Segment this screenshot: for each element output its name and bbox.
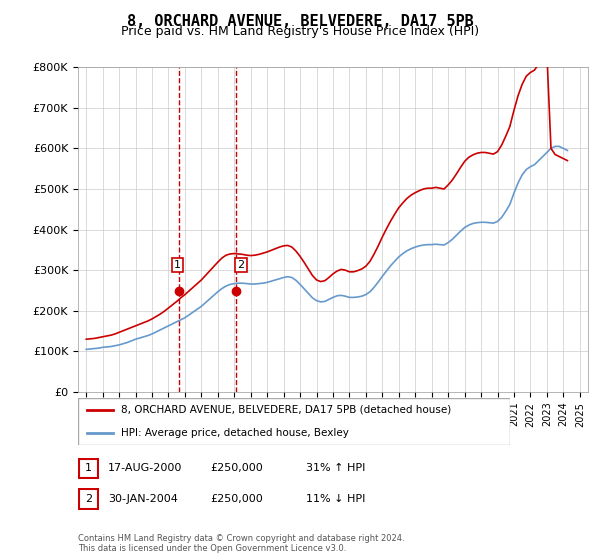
- Text: 1: 1: [85, 463, 92, 473]
- FancyBboxPatch shape: [79, 489, 98, 508]
- Text: 1: 1: [174, 260, 181, 270]
- Text: £250,000: £250,000: [210, 494, 263, 504]
- Text: 8, ORCHARD AVENUE, BELVEDERE, DA17 5PB: 8, ORCHARD AVENUE, BELVEDERE, DA17 5PB: [127, 14, 473, 29]
- Text: 2: 2: [85, 494, 92, 504]
- FancyBboxPatch shape: [79, 459, 98, 478]
- FancyBboxPatch shape: [78, 398, 510, 445]
- Text: 30-JAN-2004: 30-JAN-2004: [108, 494, 178, 504]
- Text: Price paid vs. HM Land Registry's House Price Index (HPI): Price paid vs. HM Land Registry's House …: [121, 25, 479, 38]
- Text: HPI: Average price, detached house, Bexley: HPI: Average price, detached house, Bexl…: [121, 428, 349, 438]
- Text: 11% ↓ HPI: 11% ↓ HPI: [306, 494, 365, 504]
- Text: 2: 2: [237, 260, 244, 270]
- Text: Contains HM Land Registry data © Crown copyright and database right 2024.
This d: Contains HM Land Registry data © Crown c…: [78, 534, 404, 553]
- Text: 31% ↑ HPI: 31% ↑ HPI: [306, 463, 365, 473]
- Text: 8, ORCHARD AVENUE, BELVEDERE, DA17 5PB (detached house): 8, ORCHARD AVENUE, BELVEDERE, DA17 5PB (…: [121, 404, 451, 414]
- Text: £250,000: £250,000: [210, 463, 263, 473]
- Text: 17-AUG-2000: 17-AUG-2000: [108, 463, 182, 473]
